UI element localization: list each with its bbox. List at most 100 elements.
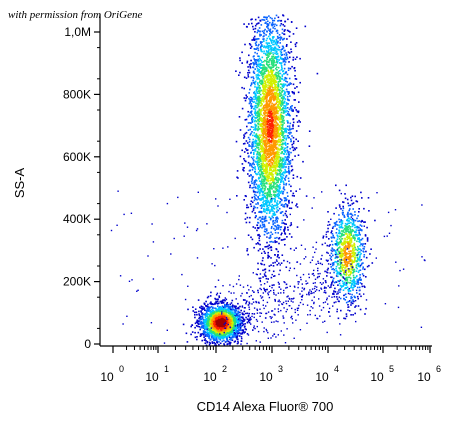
- event-dot: [285, 198, 288, 201]
- event-dot: [265, 134, 267, 136]
- event-dot: [229, 331, 232, 333]
- event-dot: [238, 74, 240, 76]
- event-dot: [225, 322, 228, 325]
- event-dot: [237, 314, 240, 317]
- event-dot: [278, 283, 280, 285]
- event-dot: [271, 17, 273, 20]
- event-dot: [281, 211, 284, 213]
- event-dot: [267, 53, 269, 55]
- event-dot: [263, 143, 266, 145]
- event-dot: [257, 234, 259, 236]
- event-dot: [204, 335, 207, 337]
- event-dot: [261, 64, 263, 66]
- event-dot: [227, 310, 229, 312]
- event-dot: [272, 241, 274, 243]
- event-dot: [250, 83, 253, 85]
- event-dot: [279, 166, 281, 168]
- event-dot: [238, 328, 240, 331]
- event-dot: [259, 147, 262, 150]
- event-dot: [282, 214, 285, 217]
- event-dot: [257, 190, 260, 192]
- event-dot: [215, 314, 217, 317]
- event-dot: [279, 57, 282, 60]
- event-dot: [246, 204, 248, 206]
- event-dot: [239, 320, 241, 322]
- event-dot: [264, 83, 267, 85]
- event-dot: [215, 336, 218, 338]
- event-dot: [281, 116, 283, 119]
- event-dot: [278, 242, 280, 245]
- event-dot: [205, 325, 208, 327]
- event-dot: [267, 24, 270, 27]
- event-dot: [224, 325, 227, 328]
- event-dot: [257, 73, 259, 76]
- event-dot: [215, 298, 217, 301]
- event-dot: [274, 241, 276, 244]
- event-dot: [229, 318, 232, 320]
- event-dot: [287, 18, 289, 21]
- event-dot: [251, 121, 254, 123]
- event-dot: [215, 323, 218, 325]
- event-dot: [264, 124, 266, 127]
- event-dot: [284, 176, 287, 178]
- event-dot: [288, 52, 291, 54]
- event-dot: [260, 89, 262, 92]
- event-dot: [259, 211, 262, 213]
- event-dot: [215, 293, 218, 296]
- event-dot: [281, 134, 284, 136]
- event-dot: [193, 311, 196, 314]
- event-dot: [278, 144, 281, 146]
- event-dot: [277, 100, 280, 103]
- event-dot: [279, 114, 282, 117]
- event-dot: [265, 130, 268, 132]
- event-dot: [217, 323, 220, 325]
- event-dot: [266, 232, 268, 235]
- event-dot: [243, 169, 245, 172]
- event-dot: [211, 335, 213, 338]
- event-dot: [258, 277, 261, 280]
- event-dot: [221, 337, 224, 340]
- event-dot: [272, 27, 274, 29]
- event-dot: [273, 19, 276, 22]
- event-dot: [277, 56, 279, 58]
- event-dot: [282, 23, 284, 26]
- event-dot: [264, 121, 266, 123]
- event-dot: [262, 125, 264, 128]
- event-dot: [255, 198, 257, 200]
- event-dot: [221, 313, 224, 316]
- event-dot: [262, 167, 264, 169]
- event-dot: [245, 25, 248, 28]
- event-dot: [202, 316, 204, 319]
- event-dot: [271, 115, 273, 117]
- event-dot: [280, 146, 283, 148]
- event-dot: [246, 248, 249, 250]
- event-dot: [254, 96, 257, 99]
- event-dot: [265, 115, 268, 117]
- event-dot: [280, 226, 283, 228]
- event-dot: [285, 127, 287, 130]
- event-dot: [276, 236, 278, 239]
- event-dot: [258, 161, 261, 163]
- event-dot: [204, 314, 207, 316]
- event-dot: [215, 307, 218, 310]
- event-dot: [281, 89, 284, 92]
- event-dot: [239, 57, 241, 59]
- event-dot: [259, 199, 261, 201]
- event-dot: [235, 332, 237, 334]
- event-dot: [296, 121, 299, 123]
- event-dot: [263, 45, 265, 47]
- event-dot: [224, 320, 227, 323]
- event-dot: [290, 128, 293, 130]
- event-dot: [282, 101, 284, 103]
- event-dot: [263, 71, 266, 73]
- event-dot: [288, 202, 290, 204]
- event-dot: [263, 110, 266, 112]
- event-dot: [250, 63, 252, 65]
- event-dot: [224, 305, 226, 307]
- event-dot: [253, 96, 255, 98]
- event-dot: [274, 52, 276, 54]
- event-dot: [267, 200, 270, 202]
- event-dot: [223, 317, 226, 319]
- event-dot: [198, 323, 200, 325]
- event-dot: [267, 145, 269, 148]
